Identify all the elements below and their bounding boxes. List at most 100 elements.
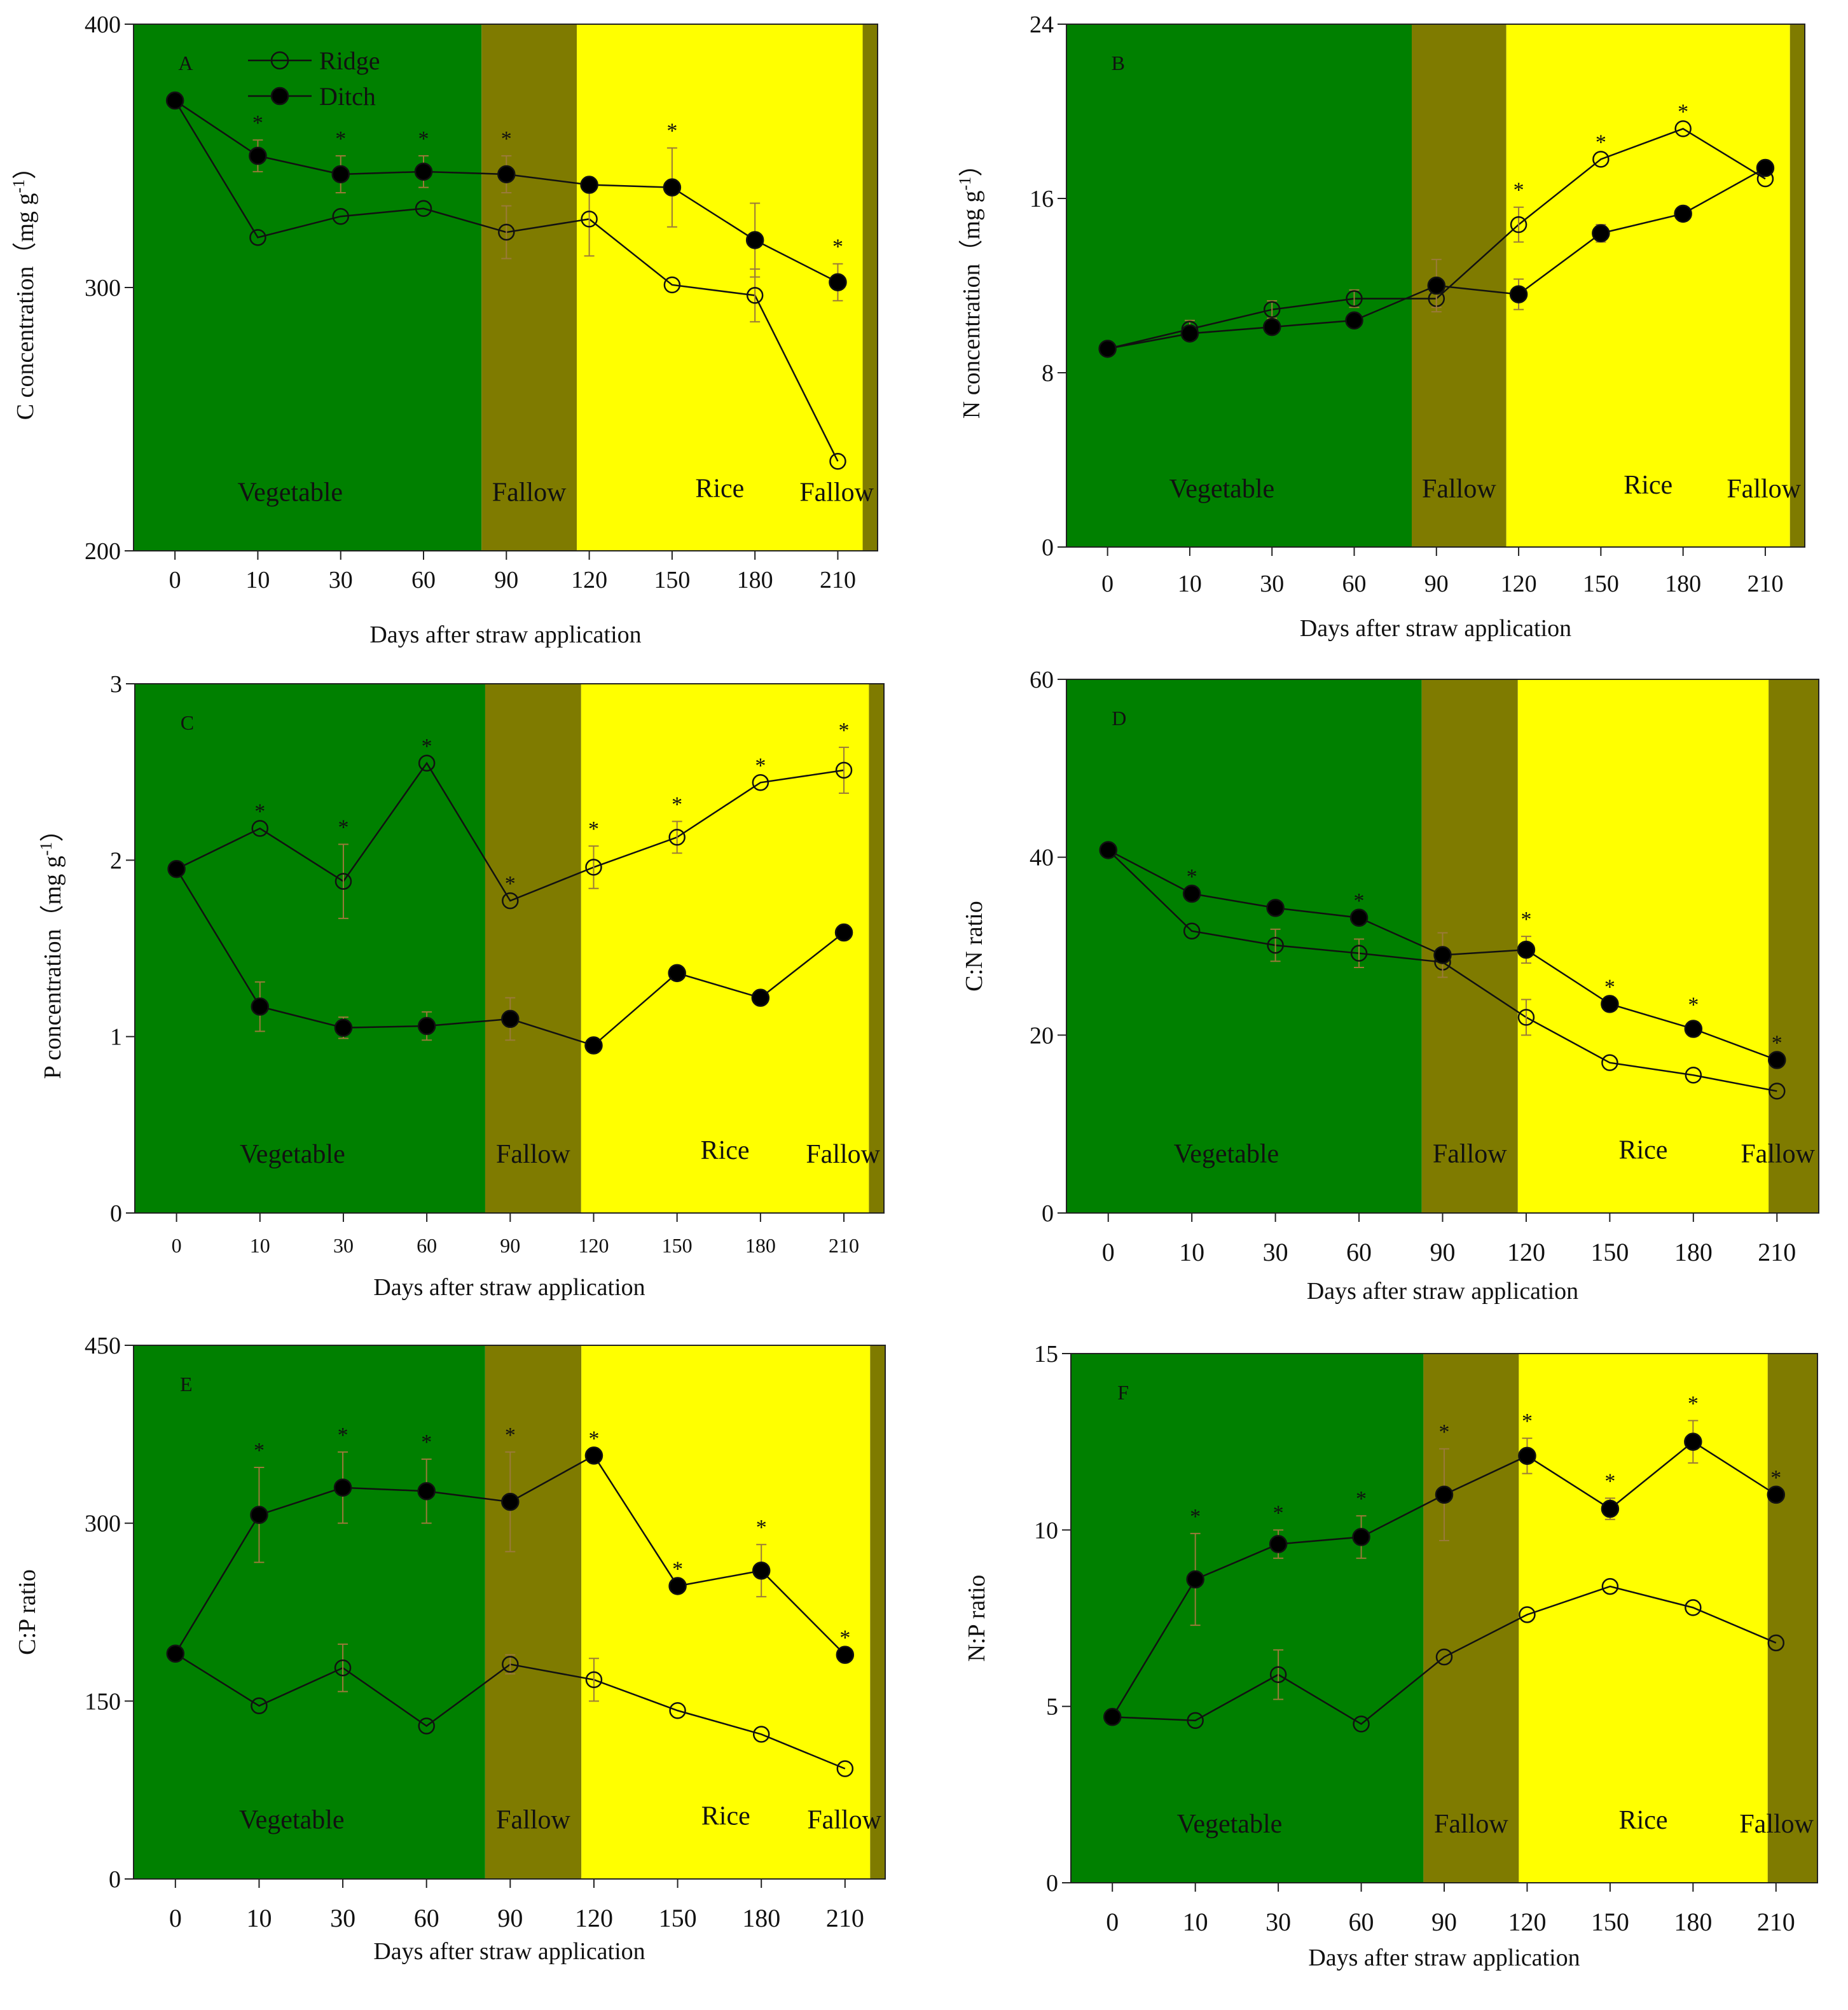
data-point-ditch (1433, 946, 1452, 964)
y-axis-title-sup: -1 (956, 177, 974, 191)
data-point-ditch (501, 1492, 520, 1511)
panel-letter: F (1117, 1381, 1129, 1404)
data-point-ditch (414, 162, 433, 181)
x-tick-label: 30 (333, 1234, 354, 1257)
x-tick-label: 150 (654, 567, 690, 593)
data-point-ditch (1601, 995, 1619, 1013)
data-point-ridge (498, 223, 515, 241)
data-point-ridge (251, 1697, 268, 1715)
data-point-ridge (1353, 1715, 1370, 1733)
significance-star: * (588, 817, 599, 841)
data-point-ridge (752, 1726, 770, 1743)
phase-label-fallow: Fallow (1433, 1139, 1507, 1168)
x-tick-label: 30 (1265, 1908, 1291, 1936)
phase-label-fallow: Fallow (1727, 475, 1801, 504)
x-tick-label: 120 (1507, 1238, 1545, 1266)
data-point-ditch (331, 165, 350, 184)
significance-star: * (1596, 130, 1606, 154)
x-tick-label: 60 (414, 1904, 439, 1932)
significance-star: * (1772, 1031, 1782, 1055)
y-tick-label: 0 (1046, 1870, 1058, 1897)
x-tick-label: 150 (1583, 571, 1619, 597)
panel-letter: D (1112, 707, 1126, 730)
y-tick-label: 0 (109, 1866, 121, 1893)
phase-band-vegetable (135, 684, 485, 1213)
x-tick-label: 0 (169, 567, 181, 593)
phase-label-vegetable: Vegetable (1169, 475, 1275, 504)
data-point-ridge (1517, 1009, 1535, 1026)
phase-label-fallow: Fallow (807, 1805, 881, 1834)
data-point-ditch (1103, 1708, 1122, 1726)
phase-band-fallow (485, 684, 581, 1213)
data-point-ridge (1510, 216, 1527, 233)
data-point-ditch (1756, 158, 1775, 177)
x-tick-label: 90 (1431, 1908, 1457, 1936)
x-tick-label: 90 (1424, 571, 1449, 597)
panel-b: Vegetable Fallow Rice Fallow 0 8 16 24 0 10 30 60 90… (956, 11, 1805, 642)
data-point-ditch (1768, 1051, 1786, 1069)
y-axis-title-sup: -1 (37, 842, 55, 856)
significance-star: * (1604, 1469, 1615, 1493)
x-tick-label: 150 (1591, 1908, 1629, 1936)
data-point-ridge (1674, 120, 1692, 137)
y-tick-label: 20 (1030, 1022, 1054, 1049)
data-point-ditch (1262, 317, 1281, 336)
panel-e: Vegetable Fallow Rice Fallow 0 150 300 450 0 10 30… (14, 1333, 886, 1965)
phase-label-vegetable: Vegetable (237, 478, 343, 507)
data-point-ditch (497, 165, 516, 184)
phase-label-fallow: Fallow (496, 1805, 570, 1834)
phase-band-vegetable (134, 24, 482, 551)
x-tick-label: 180 (737, 567, 773, 593)
y-axis-title-main: C concentration (12, 267, 39, 420)
y-tick-label: 16 (1030, 186, 1054, 212)
x-tick-label: 210 (829, 1234, 859, 1257)
data-point-ditch (1684, 1020, 1703, 1038)
y-axis-title-unit: （mg g (958, 190, 985, 263)
data-point-ridge (835, 761, 853, 779)
x-tick-label: 10 (1178, 571, 1202, 597)
plot-frame (134, 683, 885, 1214)
data-point-ridge (249, 229, 266, 246)
data-point-ditch (1269, 1535, 1288, 1553)
legend-label-ditch: Ditch (319, 82, 376, 111)
data-point-ridge (1519, 1606, 1536, 1623)
data-point-ridge (585, 1671, 603, 1689)
x-tick-label: 90 (497, 1904, 523, 1932)
x-axis-title: Days after straw application (369, 621, 641, 648)
significance-star: * (501, 127, 512, 151)
phase-band-fallow (481, 24, 577, 551)
x-tick-label: 60 (411, 567, 436, 593)
x-tick-label: 30 (329, 567, 353, 593)
legend-marker-ditch (270, 87, 289, 106)
y-axis-title: C concentration（mg g-1） (10, 155, 39, 420)
y-axis-title-main: N concentration (958, 264, 985, 419)
data-point-ditch (1345, 311, 1363, 330)
significance-star: * (335, 127, 346, 151)
significance-star: * (1187, 865, 1197, 889)
data-point-ditch (580, 176, 598, 194)
x-tick-label: 120 (571, 567, 607, 593)
phase-band-fallow (1767, 1354, 1817, 1883)
phase-band-rice (1517, 679, 1769, 1213)
phase-label-vegetable: Vegetable (1174, 1139, 1279, 1168)
phase-band-rice (581, 1345, 871, 1879)
y-axis-title-unit: （mg g (12, 193, 39, 266)
panel-letter: B (1112, 52, 1125, 74)
data-point-ditch (668, 964, 686, 983)
data-point-ditch (1517, 940, 1536, 959)
y-tick-label: 24 (1030, 11, 1054, 38)
data-point-ridge (1685, 1599, 1702, 1616)
phase-band-fallow (1789, 24, 1805, 547)
phase-band-rice (1519, 1354, 1768, 1883)
phase-label-rice: Rice (701, 1136, 750, 1165)
y-axis-title: C:N ratio (961, 901, 988, 991)
series-line-ridge (176, 761, 845, 902)
panel-a: Vegetable Fallow Rice Fallow 200 300 400 0 10 30 6… (10, 11, 878, 648)
significance-star: * (1688, 1392, 1699, 1415)
data-point-ridge (418, 754, 436, 772)
x-tick-label: 10 (246, 1904, 272, 1932)
significance-star: * (1514, 179, 1524, 202)
panel-letter: A (178, 52, 193, 74)
x-tick-label: 30 (330, 1904, 355, 1932)
